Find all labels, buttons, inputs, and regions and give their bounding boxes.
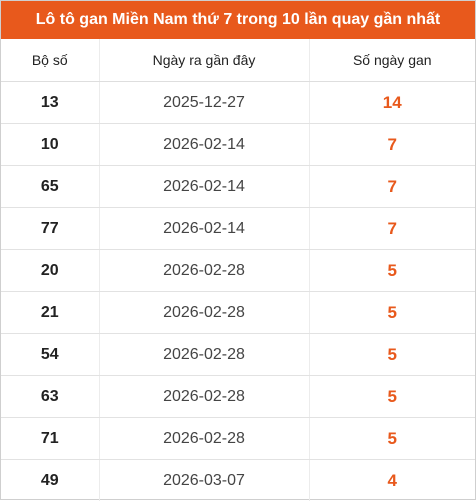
- cell-date: 2026-02-14: [99, 208, 309, 250]
- cell-date: 2026-02-14: [99, 166, 309, 208]
- cell-date: 2025-12-27: [99, 82, 309, 124]
- table-row: 21 2026-02-28 5: [1, 292, 475, 334]
- table-row: 49 2026-03-07 4: [1, 460, 475, 501]
- cell-days: 5: [309, 292, 475, 334]
- table-row: 13 2025-12-27 14: [1, 82, 475, 124]
- cell-date: 2026-02-28: [99, 292, 309, 334]
- cell-days: 7: [309, 208, 475, 250]
- cell-number: 63: [1, 376, 99, 418]
- table-row: 77 2026-02-14 7: [1, 208, 475, 250]
- cell-number: 54: [1, 334, 99, 376]
- cell-days: 5: [309, 376, 475, 418]
- cell-days: 4: [309, 460, 475, 501]
- table-row: 10 2026-02-14 7: [1, 124, 475, 166]
- cell-days: 5: [309, 250, 475, 292]
- cell-number: 71: [1, 418, 99, 460]
- header-row: Bộ số Ngày ra gần đây Số ngày gan: [1, 39, 475, 82]
- cell-number: 65: [1, 166, 99, 208]
- widget-title: Lô tô gan Miền Nam thứ 7 trong 10 lần qu…: [1, 1, 475, 39]
- column-header-days: Số ngày gan: [309, 39, 475, 82]
- cell-date: 2026-02-28: [99, 334, 309, 376]
- table-header: Bộ số Ngày ra gần đây Số ngày gan: [1, 39, 475, 82]
- cell-days: 14: [309, 82, 475, 124]
- column-header-number: Bộ số: [1, 39, 99, 82]
- cell-date: 2026-03-07: [99, 460, 309, 501]
- cell-number: 49: [1, 460, 99, 501]
- cell-number: 77: [1, 208, 99, 250]
- cell-date: 2026-02-14: [99, 124, 309, 166]
- cell-number: 10: [1, 124, 99, 166]
- table-row: 63 2026-02-28 5: [1, 376, 475, 418]
- table-row: 65 2026-02-14 7: [1, 166, 475, 208]
- table-row: 54 2026-02-28 5: [1, 334, 475, 376]
- cell-days: 5: [309, 418, 475, 460]
- cell-date: 2026-02-28: [99, 250, 309, 292]
- table-row: 71 2026-02-28 5: [1, 418, 475, 460]
- cell-date: 2026-02-28: [99, 418, 309, 460]
- table-body: 13 2025-12-27 14 10 2026-02-14 7 65 2026…: [1, 82, 475, 501]
- column-header-date: Ngày ra gần đây: [99, 39, 309, 82]
- cell-days: 7: [309, 166, 475, 208]
- cell-days: 7: [309, 124, 475, 166]
- cell-number: 21: [1, 292, 99, 334]
- cell-number: 20: [1, 250, 99, 292]
- cell-number: 13: [1, 82, 99, 124]
- cell-days: 5: [309, 334, 475, 376]
- cell-date: 2026-02-28: [99, 376, 309, 418]
- lo-gan-table: Bộ số Ngày ra gần đây Số ngày gan 13 202…: [1, 39, 475, 501]
- table-row: 20 2026-02-28 5: [1, 250, 475, 292]
